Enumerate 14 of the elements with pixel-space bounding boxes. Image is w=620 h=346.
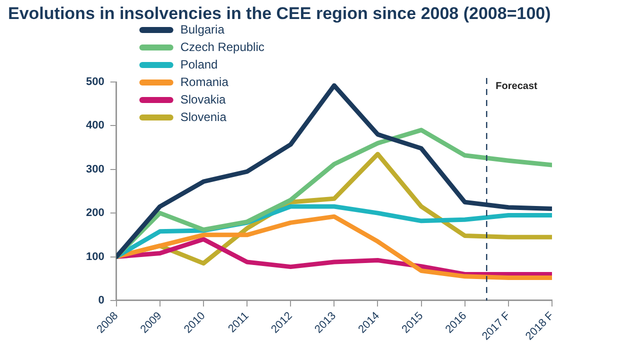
y-tick-label: 500: [86, 76, 104, 88]
y-tick-label: 400: [86, 120, 104, 132]
y-tick-label: 0: [98, 294, 104, 306]
legend-label: Czech Republic: [180, 40, 264, 54]
chart-title: Evolutions in insolvencies in the CEE region since 2008 (2008=100): [8, 4, 551, 24]
legend-label: Slovakia: [180, 92, 226, 106]
ref-line-label: Forecast: [496, 80, 538, 92]
legend-label: Bulgaria: [180, 22, 225, 36]
legend-label: Romania: [180, 74, 229, 89]
y-tick-label: 100: [86, 250, 104, 263]
legend-label: Poland: [180, 57, 218, 72]
y-tick-label: 200: [86, 207, 104, 220]
legend-label: Slovenia: [180, 110, 227, 124]
y-tick-label: 300: [86, 163, 104, 176]
